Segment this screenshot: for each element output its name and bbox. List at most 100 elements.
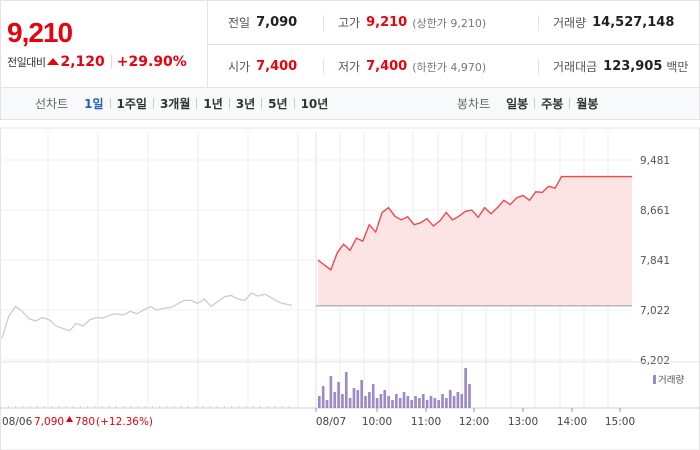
current-price: 9,210 [7,17,73,48]
volume-bar [464,368,467,408]
divider [538,59,539,75]
volume-bar [395,394,398,408]
stat-label: 시가 [228,60,251,74]
volume-bar [318,396,321,408]
tab-1y[interactable]: 1년 [203,97,223,111]
prev-day-close: 7,090 [34,416,64,428]
tab-3y[interactable]: 3년 [235,97,256,111]
change-percent: +29.90% [116,54,187,70]
divider [534,98,536,109]
prev-volume-bar [180,406,182,408]
volume-bar [437,400,440,408]
candle-chart-title: 봉차트 [457,97,491,111]
tab-3m[interactable]: 3개월 [159,97,191,111]
tab-daily[interactable]: 일봉 [506,97,529,111]
prev-volume-bar [123,406,125,408]
divider [196,98,198,109]
volume-bar [452,396,456,408]
stat-label: 저가 [338,60,361,74]
divider [569,98,571,109]
line-chart-tabs: 선차트 1일 1주일 3개월 1년 3년 5년 10년 [35,88,334,119]
volume-bar [421,394,425,408]
prev-volume-bar [22,406,24,408]
prev-volume-bar [173,406,175,408]
y-tick-label: 9,481 [640,155,670,167]
prev-volume-bar [8,406,9,408]
x-tick-label: 13:00 [508,416,538,428]
stat-label: 거래대금 [553,60,598,74]
prev-volume-bar [15,406,17,408]
x-tick-label: 12:00 [459,416,489,428]
volume-bar [406,396,410,408]
tab-10y[interactable]: 10년 [300,97,329,111]
volume-bar [325,400,329,408]
volume-bar [348,398,352,408]
prev-volume-bar [267,406,269,408]
volume-bar [425,400,429,408]
stat-value: 123,905 [603,59,663,74]
volume-bar [371,384,375,408]
quote-panel: 9,210 전일대비 2,120 +29.90% 전일 7,090 고가 9,2… [0,0,700,88]
y-tick-label: 8,661 [640,205,670,217]
prev-day-up-icon [66,416,73,422]
stat-label: 고가 [338,16,361,30]
stat-unit: 백만 [666,60,689,74]
prev-volume-bar [216,406,218,408]
y-tick-label: 7,022 [640,305,670,317]
prev-volume-bar [252,406,254,408]
divider [109,98,111,109]
tab-5y[interactable]: 5년 [268,97,288,111]
volume-bar [387,396,390,408]
prev-volume-bar [274,406,276,408]
prev-volume-bar [101,406,103,408]
prev-volume-bar [260,406,261,408]
today-line [317,175,632,271]
stat-low: 저가 7,400 (하한가 4,970) [323,45,486,88]
quote-stats: 전일 7,090 고가 9,210 (상한가 9,210) 거래량 14,527… [207,1,700,87]
tab-monthly[interactable]: 월봉 [576,97,599,111]
prev-volume-bar [224,406,225,408]
stat-trade-value: 거래대금 123,905 백만 [538,45,688,88]
line-chart-title: 선차트 [35,97,69,111]
volume-bar [383,390,387,408]
x-tick-label: 14:00 [557,416,587,428]
tab-weekly[interactable]: 주봉 [541,97,564,111]
stat-value: 7,090 [256,15,298,30]
prev-day-change: 780 [75,416,95,428]
stat-value: 7,400 [256,59,298,74]
volume-bar [410,400,414,408]
volume-legend-label: 거래량 [658,374,684,386]
volume-bar [445,398,448,408]
price-chart[interactable]: 9,481 8,661 7,841 7,022 6,202 거래량 08/07 10:00 11… [0,120,700,450]
divider [293,98,295,109]
divider [323,15,324,31]
volume-bar [448,390,452,408]
today-area [318,176,632,306]
volume-bar [356,390,360,408]
prev-volume-bar [209,406,211,408]
volume-bar [341,394,344,408]
y-tick-label: 6,202 [640,355,670,367]
volume-bar [456,392,460,408]
change-row: 전일대비 2,120 +29.90% [7,54,187,70]
x-tick-label: 15:00 [605,416,635,428]
up-arrow-icon [47,57,60,65]
stat-high: 고가 9,210 (상한가 9,210) [323,1,486,44]
prev-day-line [1,292,293,339]
prev-volume-bar [108,406,110,408]
y-tick-label: 7,841 [640,255,670,267]
prev-volume-bar [94,406,96,408]
stat-value: 9,210 [366,15,408,30]
volume-bar [360,380,363,408]
prev-volume-bar [281,406,283,408]
prev-volume-bar [72,406,74,408]
prev-volume-bar [51,406,53,408]
prev-volume-bar [202,406,204,408]
tab-1w[interactable]: 1주일 [116,97,147,111]
volume-bar [329,376,333,408]
tab-1d[interactable]: 1일 [84,97,104,111]
volume-bar [321,386,325,408]
divider [152,98,154,109]
volume-bar [344,372,348,408]
prev-volume-bar [144,406,146,408]
